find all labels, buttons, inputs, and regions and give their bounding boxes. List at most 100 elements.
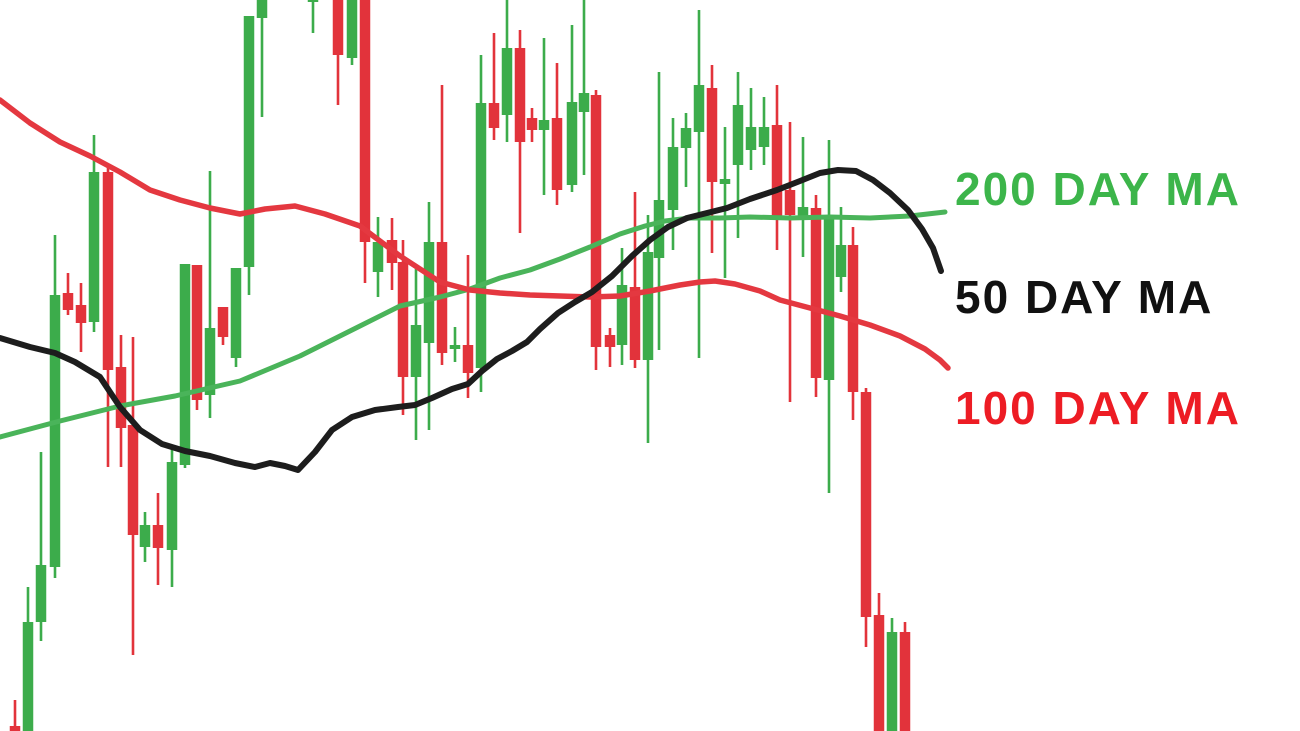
candle-body xyxy=(693,85,705,132)
candle xyxy=(88,135,100,332)
label-50-day-ma: 50 DAY MA xyxy=(955,271,1214,323)
candle-body xyxy=(899,632,911,731)
candle-body xyxy=(745,127,757,150)
candle xyxy=(899,622,911,731)
candle-body xyxy=(526,118,538,130)
candle-body xyxy=(397,262,409,377)
candle xyxy=(642,215,654,443)
candle-body xyxy=(9,726,21,731)
candle-body xyxy=(538,120,550,130)
candle xyxy=(514,30,526,233)
candle-body xyxy=(680,128,692,148)
candle-body xyxy=(462,345,474,373)
candle-body xyxy=(604,335,616,347)
candle xyxy=(501,0,513,142)
candle xyxy=(488,33,500,140)
candle-body xyxy=(75,305,87,323)
candle xyxy=(410,265,422,440)
candle-body xyxy=(653,200,665,258)
candle xyxy=(873,593,885,731)
candle xyxy=(35,452,47,641)
candle xyxy=(566,25,578,192)
candle-body xyxy=(127,425,139,535)
candle xyxy=(810,195,822,397)
candle xyxy=(49,235,61,578)
candle xyxy=(771,85,783,250)
candle-body xyxy=(578,93,590,112)
candle-body xyxy=(256,0,268,18)
candle xyxy=(62,273,74,315)
candle xyxy=(139,512,151,562)
candle xyxy=(693,10,705,358)
candle xyxy=(578,0,590,175)
candle-body xyxy=(62,293,74,310)
candle-body xyxy=(332,0,344,55)
candle-body xyxy=(616,285,628,345)
candle xyxy=(166,448,178,587)
candle-body xyxy=(191,265,203,400)
candle xyxy=(860,388,872,647)
candle-body xyxy=(372,242,384,272)
candle-body xyxy=(732,105,744,165)
candle xyxy=(256,0,268,117)
candle xyxy=(127,337,139,655)
candle xyxy=(823,140,835,493)
candle-body xyxy=(810,208,822,378)
candle xyxy=(526,108,538,142)
candle-body xyxy=(346,0,358,58)
candle-body xyxy=(771,125,783,217)
ma-line-200-day-ma xyxy=(0,209,948,440)
candle xyxy=(217,307,229,345)
ma-line-50-day-ma xyxy=(0,167,944,473)
candle-body xyxy=(551,118,563,190)
candle-body xyxy=(449,345,461,349)
candle-body xyxy=(501,48,513,115)
candle-body xyxy=(49,295,61,567)
candle xyxy=(115,335,127,467)
candle-body xyxy=(139,525,151,547)
candle xyxy=(784,122,796,402)
candle xyxy=(590,90,602,370)
candle xyxy=(22,587,34,731)
candle-body xyxy=(307,0,319,2)
candle-body xyxy=(179,264,191,465)
candle-body xyxy=(475,103,487,368)
candle xyxy=(462,255,474,398)
candle-body xyxy=(204,328,216,395)
candle xyxy=(372,217,384,297)
candle xyxy=(152,493,164,585)
candle-body xyxy=(629,287,641,360)
label-200-day-ma: 200 DAY MA xyxy=(955,163,1241,215)
candle-body xyxy=(217,307,229,337)
candle-body xyxy=(166,462,178,550)
candle-body xyxy=(488,103,500,128)
candle xyxy=(346,0,358,65)
candle xyxy=(475,55,487,392)
candle-body xyxy=(88,172,100,322)
candle-body xyxy=(152,525,164,548)
candle xyxy=(397,240,409,415)
candle xyxy=(653,72,665,350)
candle xyxy=(332,0,344,105)
candle xyxy=(719,127,731,278)
candle-body xyxy=(115,367,127,428)
candle xyxy=(9,700,21,731)
candle-body xyxy=(22,622,34,731)
candle xyxy=(604,328,616,367)
candle xyxy=(191,265,203,410)
candle xyxy=(204,171,216,418)
candle xyxy=(667,118,679,250)
candle xyxy=(886,618,898,731)
candle-body xyxy=(410,325,422,377)
candle-body xyxy=(797,207,809,217)
candle xyxy=(797,137,809,257)
candle-body xyxy=(423,242,435,343)
candle-body xyxy=(642,252,654,360)
candle-body xyxy=(835,245,847,277)
candle-body xyxy=(35,565,47,622)
candle-body xyxy=(886,632,898,731)
candle-body xyxy=(667,147,679,210)
candle-body xyxy=(706,88,718,182)
candle-body xyxy=(823,217,835,380)
